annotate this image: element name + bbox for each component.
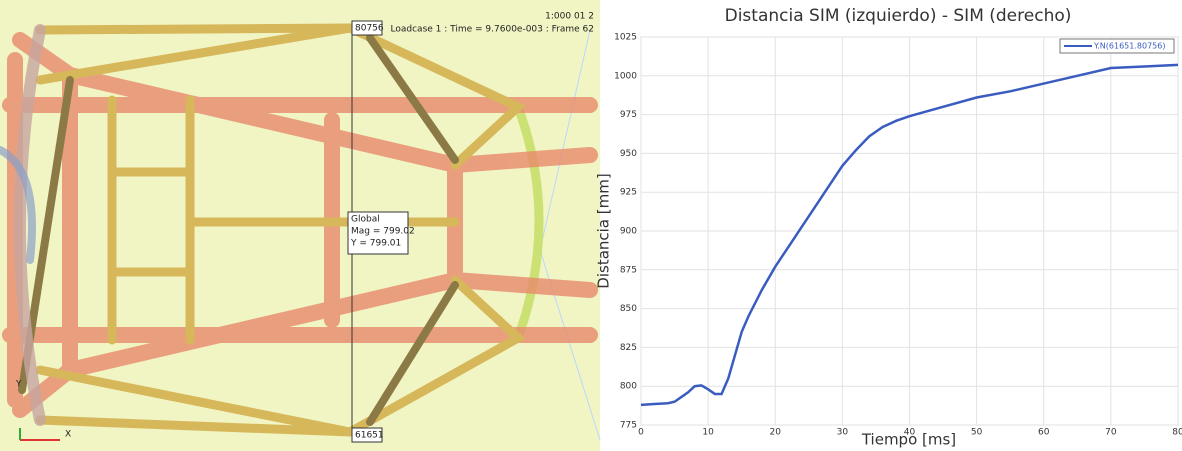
x-tick-label: 70 [1105, 428, 1117, 438]
y-tick-label: 825 [620, 343, 637, 353]
x-tick-label: 10 [702, 428, 714, 438]
chart-title: Distancia SIM (izquierdo) - SIM (derecho… [725, 6, 1072, 26]
y-tick-label: 1000 [614, 71, 637, 81]
x-tick-label: 20 [770, 428, 782, 438]
y-tick-label: 850 [620, 304, 637, 314]
probe-text: Y = 799.01 [350, 239, 401, 249]
x-tick-label: 80 [1172, 428, 1182, 438]
x-tick-label: 60 [1038, 428, 1050, 438]
y-tick-label: 775 [620, 421, 637, 431]
viewport: 1:000 01 2 Loadcase 1 : Time = 9.7600e-0… [0, 0, 601, 451]
node-label: 61651 [355, 431, 384, 441]
y-tick-label: 900 [620, 227, 637, 237]
x-tick-label: 30 [837, 428, 849, 438]
legend-label: Y.N(61651.80756) [1093, 42, 1165, 51]
viewport-header: 1:000 01 2 [545, 12, 594, 22]
axis-label: Y [15, 380, 22, 390]
node-label: 80756 [355, 24, 384, 34]
y-tick-label: 925 [620, 188, 637, 198]
x-axis-label: Tiempo [ms] [861, 431, 956, 449]
probe-text: Global [351, 215, 380, 225]
axis-label: X [65, 430, 71, 440]
probe-text: Mag = 799.02 [351, 227, 415, 237]
y-tick-label: 1025 [614, 33, 637, 43]
y-tick-label: 800 [620, 382, 637, 392]
chart: Distancia SIM (izquierdo) - SIM (derecho… [595, 6, 1182, 449]
x-tick-label: 0 [638, 428, 644, 438]
x-tick-label: 40 [904, 428, 916, 438]
data-line [640, 63, 1179, 407]
loadcase-info: Loadcase 1 : Time = 9.7600e-003 : Frame … [391, 25, 594, 35]
node-label-box [351, 20, 383, 36]
x-tick-label: 50 [971, 428, 983, 438]
frame-model [0, 23, 601, 441]
y-tick-label: 875 [620, 265, 637, 275]
y-tick-label: 975 [620, 110, 637, 120]
node-label-box [351, 427, 383, 443]
y-tick-label: 950 [620, 149, 637, 159]
legend-box [1059, 38, 1175, 54]
probe-box [347, 211, 409, 255]
y-axis-label: Distancia [mm] [595, 173, 613, 288]
